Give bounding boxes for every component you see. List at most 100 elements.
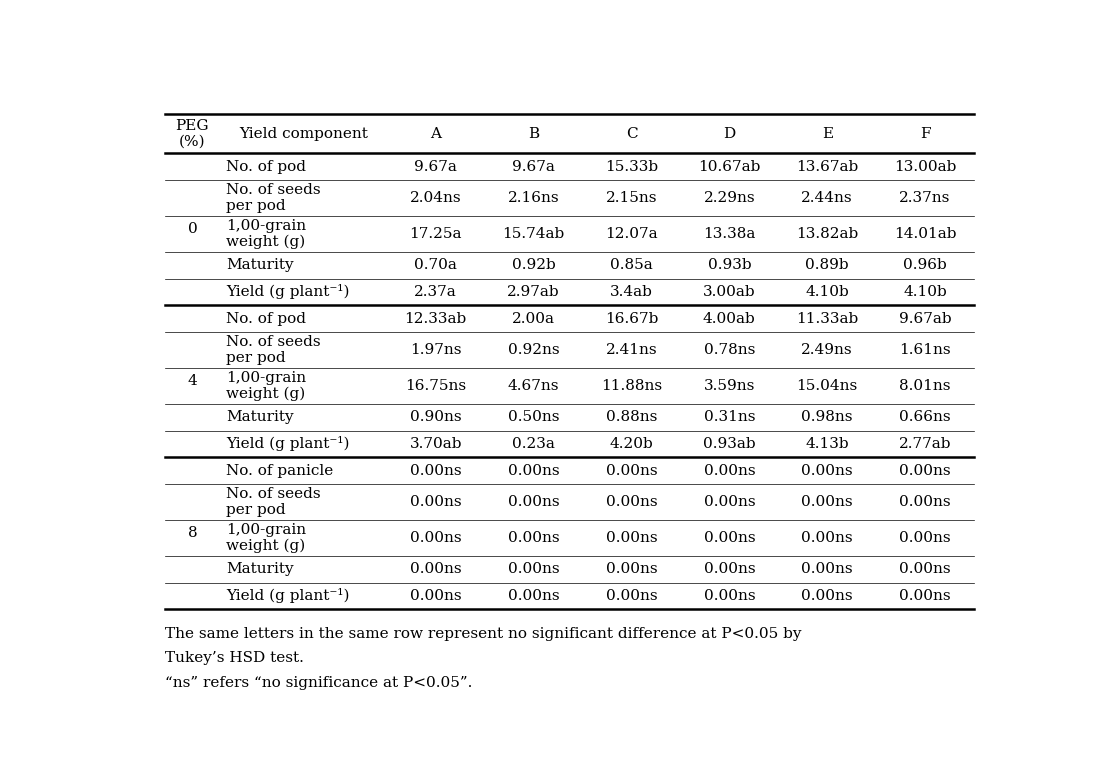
Text: 2.29ns: 2.29ns (703, 191, 755, 205)
Text: 2.04ns: 2.04ns (410, 191, 461, 205)
Text: 11.33ab: 11.33ab (797, 312, 859, 326)
Text: Yield (g plant⁻¹): Yield (g plant⁻¹) (227, 284, 350, 299)
Text: C: C (625, 126, 638, 140)
Text: 0.78ns: 0.78ns (703, 343, 755, 357)
Text: 0.93ab: 0.93ab (703, 437, 755, 451)
Text: 0.23a: 0.23a (512, 437, 556, 451)
Text: 1.97ns: 1.97ns (410, 343, 461, 357)
Text: 2.00a: 2.00a (512, 312, 556, 326)
Text: 0.00ns: 0.00ns (410, 589, 461, 603)
Text: 2.49ns: 2.49ns (801, 343, 853, 357)
Text: 0.00ns: 0.00ns (508, 463, 559, 477)
Text: 4: 4 (188, 374, 198, 388)
Text: 0.00ns: 0.00ns (410, 531, 461, 545)
Text: 3.4ab: 3.4ab (610, 285, 653, 299)
Text: 1.61ns: 1.61ns (899, 343, 951, 357)
Text: 0.66ns: 0.66ns (899, 410, 951, 424)
Text: 0.85a: 0.85a (610, 258, 653, 272)
Text: 0.00ns: 0.00ns (899, 463, 951, 477)
Text: 15.33b: 15.33b (604, 160, 658, 174)
Text: Maturity: Maturity (227, 562, 294, 577)
Text: 0.90ns: 0.90ns (410, 410, 461, 424)
Text: 1,00-grain
weight (g): 1,00-grain weight (g) (227, 370, 307, 401)
Text: 0.70a: 0.70a (414, 258, 457, 272)
Text: 16.75ns: 16.75ns (406, 379, 467, 393)
Text: No. of seeds
per pod: No. of seeds per pod (227, 487, 321, 517)
Text: 0.00ns: 0.00ns (605, 463, 658, 477)
Text: 8.01ns: 8.01ns (900, 379, 951, 393)
Text: 13.38a: 13.38a (703, 227, 755, 241)
Text: 15.74ab: 15.74ab (502, 227, 564, 241)
Text: Yield (g plant⁻¹): Yield (g plant⁻¹) (227, 588, 350, 604)
Text: 0.93b: 0.93b (708, 258, 751, 272)
Text: 0.31ns: 0.31ns (703, 410, 755, 424)
Text: 0.92ns: 0.92ns (508, 343, 559, 357)
Text: PEG
(%): PEG (%) (176, 119, 209, 149)
Text: 0: 0 (188, 222, 198, 236)
Text: 13.67ab: 13.67ab (797, 160, 859, 174)
Text: 0.00ns: 0.00ns (508, 495, 559, 509)
Text: 4.20b: 4.20b (610, 437, 653, 451)
Text: 0.00ns: 0.00ns (899, 589, 951, 603)
Text: The same letters in the same row represent no significant difference at P<0.05 b: The same letters in the same row represe… (164, 627, 801, 641)
Text: No. of seeds
per pod: No. of seeds per pod (227, 335, 321, 365)
Text: 15.04ns: 15.04ns (797, 379, 858, 393)
Text: 0.00ns: 0.00ns (899, 562, 951, 577)
Text: F: F (920, 126, 930, 140)
Text: 0.00ns: 0.00ns (508, 562, 559, 577)
Text: No. of pod: No. of pod (227, 160, 307, 174)
Text: 14.01ab: 14.01ab (894, 227, 957, 241)
Text: E: E (822, 126, 833, 140)
Text: 16.67b: 16.67b (604, 312, 658, 326)
Text: 2.16ns: 2.16ns (508, 191, 559, 205)
Text: 4.67ns: 4.67ns (508, 379, 559, 393)
Text: 3.00ab: 3.00ab (703, 285, 755, 299)
Text: 11.88ns: 11.88ns (601, 379, 662, 393)
Text: 0.89b: 0.89b (805, 258, 849, 272)
Text: 3.59ns: 3.59ns (703, 379, 755, 393)
Text: 2.41ns: 2.41ns (605, 343, 658, 357)
Text: No. of panicle: No. of panicle (227, 463, 333, 477)
Text: Yield component: Yield component (239, 126, 368, 140)
Text: 0.98ns: 0.98ns (801, 410, 853, 424)
Text: 4.10b: 4.10b (805, 285, 849, 299)
Text: Maturity: Maturity (227, 410, 294, 424)
Text: 0.00ns: 0.00ns (703, 495, 755, 509)
Text: 9.67a: 9.67a (414, 160, 457, 174)
Text: 4.00ab: 4.00ab (703, 312, 755, 326)
Text: 0.00ns: 0.00ns (410, 562, 461, 577)
Text: 4.13b: 4.13b (805, 437, 849, 451)
Text: 9.67ab: 9.67ab (899, 312, 951, 326)
Text: 4.10b: 4.10b (903, 285, 947, 299)
Text: 0.00ns: 0.00ns (508, 589, 559, 603)
Text: No. of pod: No. of pod (227, 312, 307, 326)
Text: 0.92b: 0.92b (512, 258, 556, 272)
Text: 0.96b: 0.96b (903, 258, 947, 272)
Text: 0.00ns: 0.00ns (703, 463, 755, 477)
Text: 0.00ns: 0.00ns (605, 562, 658, 577)
Text: 0.00ns: 0.00ns (410, 495, 461, 509)
Text: 0.00ns: 0.00ns (703, 562, 755, 577)
Text: 3.70ab: 3.70ab (410, 437, 462, 451)
Text: 0.00ns: 0.00ns (605, 495, 658, 509)
Text: D: D (723, 126, 735, 140)
Text: Yield (g plant⁻¹): Yield (g plant⁻¹) (227, 436, 350, 451)
Text: A: A (430, 126, 441, 140)
Text: Maturity: Maturity (227, 258, 294, 272)
Text: 0.00ns: 0.00ns (801, 562, 853, 577)
Text: 0.50ns: 0.50ns (508, 410, 559, 424)
Text: 1,00-grain
weight (g): 1,00-grain weight (g) (227, 219, 307, 250)
Text: 2.44ns: 2.44ns (801, 191, 853, 205)
Text: Tukey’s HSD test.: Tukey’s HSD test. (164, 651, 303, 665)
Text: 1,00-grain
weight (g): 1,00-grain weight (g) (227, 522, 307, 553)
Text: 0.00ns: 0.00ns (703, 531, 755, 545)
Text: 13.82ab: 13.82ab (797, 227, 859, 241)
Text: B: B (528, 126, 539, 140)
Text: “ns” refers “no significance at P<0.05”.: “ns” refers “no significance at P<0.05”. (164, 676, 472, 690)
Text: 12.07a: 12.07a (605, 227, 658, 241)
Text: 0.00ns: 0.00ns (899, 495, 951, 509)
Text: 17.25a: 17.25a (410, 227, 462, 241)
Text: 0.00ns: 0.00ns (801, 589, 853, 603)
Text: 0.88ns: 0.88ns (605, 410, 657, 424)
Text: No. of seeds
per pod: No. of seeds per pod (227, 183, 321, 213)
